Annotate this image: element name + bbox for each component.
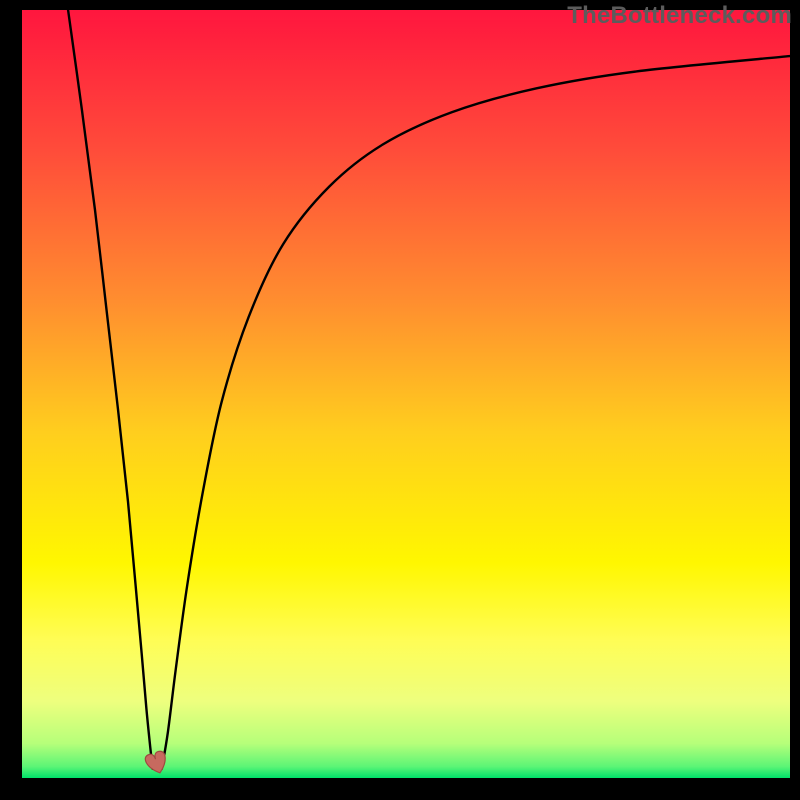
bottleneck-curve-chart	[22, 10, 790, 778]
chart-background	[22, 10, 790, 778]
plot-area	[22, 10, 790, 778]
watermark-text: TheBottleneck.com	[567, 2, 792, 30]
chart-frame: TheBottleneck.com	[0, 0, 800, 800]
